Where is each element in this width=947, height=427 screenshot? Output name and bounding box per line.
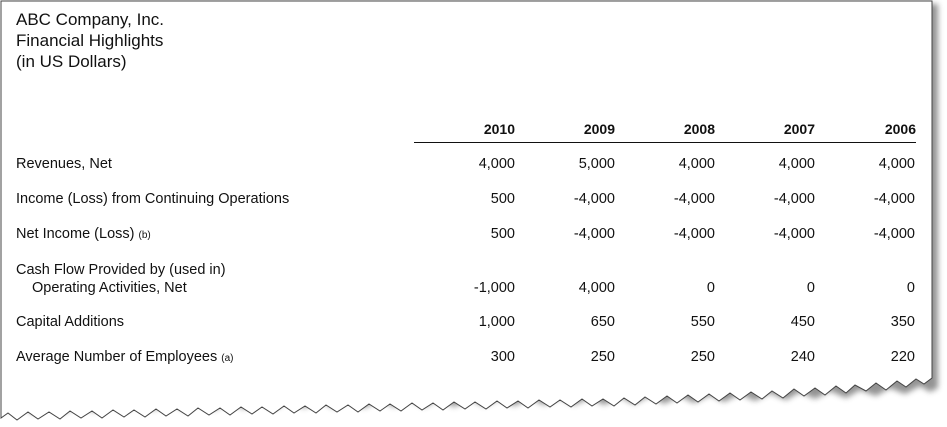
table-cell: -4,000 <box>873 226 915 242</box>
table-row: Net Income (Loss) (b) 500 -4,000 -4,000 … <box>0 226 947 246</box>
row-label-text: Cash Flow Provided by (used in) <box>16 262 226 278</box>
table-cell: -4,000 <box>673 191 715 207</box>
table-cell: 300 <box>490 349 515 365</box>
table-cell: -4,000 <box>773 191 815 207</box>
currency-note: (in US Dollars) <box>16 52 127 71</box>
year-header: 2009 <box>583 121 615 137</box>
table-row: Capital Additions 1,000 650 550 450 350 <box>0 314 947 334</box>
year-header: 2006 <box>884 121 916 137</box>
table-row: Average Number of Employees (a) 300 250 … <box>0 349 947 369</box>
table-cell: 350 <box>890 314 915 330</box>
table-cell: -4,000 <box>873 191 915 207</box>
table-cell: -4,000 <box>673 226 715 242</box>
table-cell: 250 <box>690 349 715 365</box>
table-cell: -4,000 <box>773 226 815 242</box>
table-cell: 4,000 <box>478 156 515 172</box>
row-label-text: Capital Additions <box>16 314 125 330</box>
table-cell: 4,000 <box>878 156 915 172</box>
row-label: Cash Flow Provided by (used in) Operatin… <box>16 261 226 297</box>
footnote-ref: (b) <box>138 230 151 241</box>
company-name: ABC Company, Inc. <box>16 10 165 29</box>
year-header: 2010 <box>483 121 515 137</box>
row-label: Average Number of Employees (a) <box>16 349 234 365</box>
row-label: Capital Additions <box>16 314 124 330</box>
table-cell: 5,000 <box>578 156 615 172</box>
table-cell: -4,000 <box>573 191 615 207</box>
row-label-text: Average Number of Employees <box>16 349 218 365</box>
table-cell: 0 <box>806 280 815 296</box>
table-cell: 550 <box>690 314 715 330</box>
table-cell: 220 <box>890 349 915 365</box>
table-cell: 1,000 <box>478 314 515 330</box>
table-cell: 0 <box>706 280 715 296</box>
table-row: Income (Loss) from Continuing Operations… <box>0 191 947 211</box>
report-name: Financial Highlights <box>16 31 164 50</box>
table-row: Cash Flow Provided by (used in) Operatin… <box>0 261 947 299</box>
table-cell: 250 <box>590 349 615 365</box>
year-header: 2008 <box>683 121 715 137</box>
row-label: Income (Loss) from Continuing Operations <box>16 191 289 207</box>
row-label: Net Income (Loss) (b) <box>16 226 151 242</box>
year-header: 2007 <box>783 121 815 137</box>
table-cell: -4,000 <box>573 226 615 242</box>
table-cell: 4,000 <box>778 156 815 172</box>
report-title: ABC Company, Inc. Financial Highlights (… <box>16 9 164 72</box>
row-label-continuation: Operating Activities, Net <box>32 280 187 296</box>
table-cell: 4,000 <box>578 280 615 296</box>
table-cell: 4,000 <box>678 156 715 172</box>
row-label-text: Net Income (Loss) <box>16 226 135 242</box>
table-cell: 650 <box>590 314 615 330</box>
table-cell: -1,000 <box>473 280 515 296</box>
table-cell: 0 <box>906 280 915 296</box>
table-cell: 240 <box>790 349 815 365</box>
row-label-text: Revenues, Net <box>16 156 112 172</box>
table-cell: 500 <box>490 226 515 242</box>
footnote-ref: (a) <box>221 353 234 364</box>
row-label: Revenues, Net <box>16 156 112 172</box>
table-cell: 450 <box>790 314 815 330</box>
table-row: Revenues, Net 4,000 5,000 4,000 4,000 4,… <box>0 156 947 176</box>
table-cell: 500 <box>490 191 515 207</box>
year-header-row: 2010 2009 2008 2007 2006 <box>414 120 916 143</box>
row-label-text: Income (Loss) from Continuing Operations <box>16 191 290 207</box>
